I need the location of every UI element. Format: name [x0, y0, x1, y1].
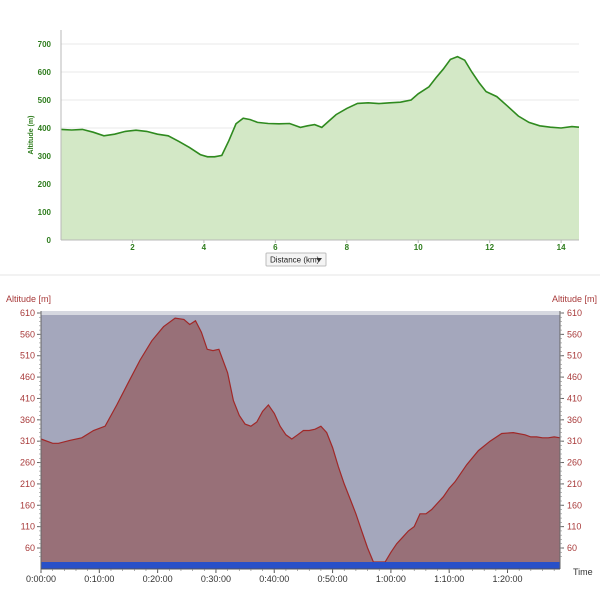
chart2-y-tick-label-right: 210: [567, 479, 582, 489]
chart2-y-tick-label-right: 460: [567, 372, 582, 382]
chart1-y-tick-label: 200: [38, 180, 52, 189]
chart2-y-tick-label-right: 510: [567, 351, 582, 361]
chart1-area-fill: [61, 56, 579, 240]
chart1-x-tick-label: 10: [414, 243, 423, 252]
chart1-y-tick-label: 100: [38, 208, 52, 217]
distance-altitude-chart: 0 100 200 300 400 500 600 700 2 4 6 8 10 12 14 Altitu…: [28, 30, 580, 267]
chart2-x-axis-label: Time: [573, 567, 593, 577]
chart2-y-axis-label-right: Altitude [m]: [552, 294, 597, 304]
chart2-y-tick-label-right: 110: [567, 522, 581, 532]
chart2-x-tick-label: 1:00:00: [376, 574, 406, 584]
chart2-y-tick-label-right: 610: [567, 308, 582, 318]
chart2-x-tick-label: 0:10:00: [84, 574, 114, 584]
time-altitude-chart: 610 610 560 560 510 510 460 460 410 410 360 360 310 3…: [6, 294, 597, 584]
chart2-x-tick-label: 0:20:00: [143, 574, 173, 584]
chart2-y-axis-label-left: Altitude [m]: [6, 294, 51, 304]
chart2-y-ticks: 610 610 560 560 510 510 460 460 410 410 360 360 310 3…: [20, 308, 582, 557]
chart2-x-tick-label: 0:50:00: [318, 574, 348, 584]
chart1-x-tick-label: 8: [345, 243, 350, 252]
chart2-area-fill: [41, 318, 560, 562]
chevron-down-icon: [316, 258, 322, 262]
chart2-y-tick-label-right: 310: [567, 436, 582, 446]
chart2-y-tick-label-left: 110: [21, 522, 35, 532]
chart1-y-tick-label: 600: [38, 68, 52, 77]
chart2-y-tick-label-right: 560: [567, 329, 582, 339]
chart2-y-tick-label-left: 260: [20, 458, 35, 468]
chart2-y-tick-label-left: 510: [20, 351, 35, 361]
chart2-x-tick-label: 0:00:00: [26, 574, 56, 584]
chart1-y-tick-label: 0: [47, 236, 52, 245]
chart2-y-tick-label-left: 610: [20, 308, 35, 318]
chart2-y-tick-label-left: 60: [25, 543, 35, 553]
chart2-x-tick-label: 1:10:00: [434, 574, 464, 584]
chart2-y-tick-label-left: 460: [20, 372, 35, 382]
chart2-x-tick-label: 0:30:00: [201, 574, 231, 584]
chart1-y-tick-label: 300: [38, 152, 52, 161]
chart2-y-tick-label-right: 360: [567, 415, 582, 425]
chart1-x-tick-label: 2: [130, 243, 135, 252]
chart2-y-tick-label-left: 410: [20, 393, 35, 403]
chart1-y-tick-label: 500: [38, 96, 52, 105]
distance-unit-dropdown[interactable]: Distance (km): [265, 252, 327, 267]
chart1-x-tick-label: 6: [273, 243, 278, 252]
chart1-x-tick-label: 4: [202, 243, 207, 252]
chart2-top-strip: [41, 311, 560, 315]
distance-unit-dropdown-label: Distance (km): [270, 256, 320, 265]
chart2-y-tick-label-right: 260: [567, 458, 582, 468]
chart1-y-ticks: 0 100 200 300 400 500 600 700: [38, 40, 52, 245]
chart2-bottom-bar: [41, 562, 560, 569]
chart2-x-tick-label: 1:20:00: [493, 574, 523, 584]
chart2-y-tick-label-right: 410: [567, 393, 582, 403]
chart1-y-axis-label: Altitude (m): [28, 116, 35, 155]
chart1-y-tick-label: 400: [38, 124, 52, 133]
chart2-x-tick-label: 0:40:00: [259, 574, 289, 584]
chart2-y-tick-label-left: 210: [20, 479, 35, 489]
chart1-series-line: [60, 55, 580, 158]
chart1-y-tick-label: 700: [38, 40, 52, 49]
chart2-series-line: [40, 317, 561, 563]
chart2-y-tick-label-right: 60: [567, 543, 577, 553]
chart2-y-tick-label-left: 160: [20, 500, 35, 510]
chart2-x-ticks: 0:00:00 0:10:00 0:20:00 0:30:00 0:40:00 0:50:…: [26, 569, 555, 584]
chart1-x-tick-label: 14: [557, 243, 566, 252]
chart1-x-tick-label: 12: [485, 243, 494, 252]
chart2-y-tick-label-right: 160: [567, 500, 582, 510]
chart1-x-ticks: 2 4 6 8 10 12 14: [130, 240, 566, 252]
chart2-y-tick-label-left: 560: [20, 329, 35, 339]
chart2-y-tick-label-left: 310: [20, 436, 35, 446]
chart2-y-tick-label-left: 360: [20, 415, 35, 425]
